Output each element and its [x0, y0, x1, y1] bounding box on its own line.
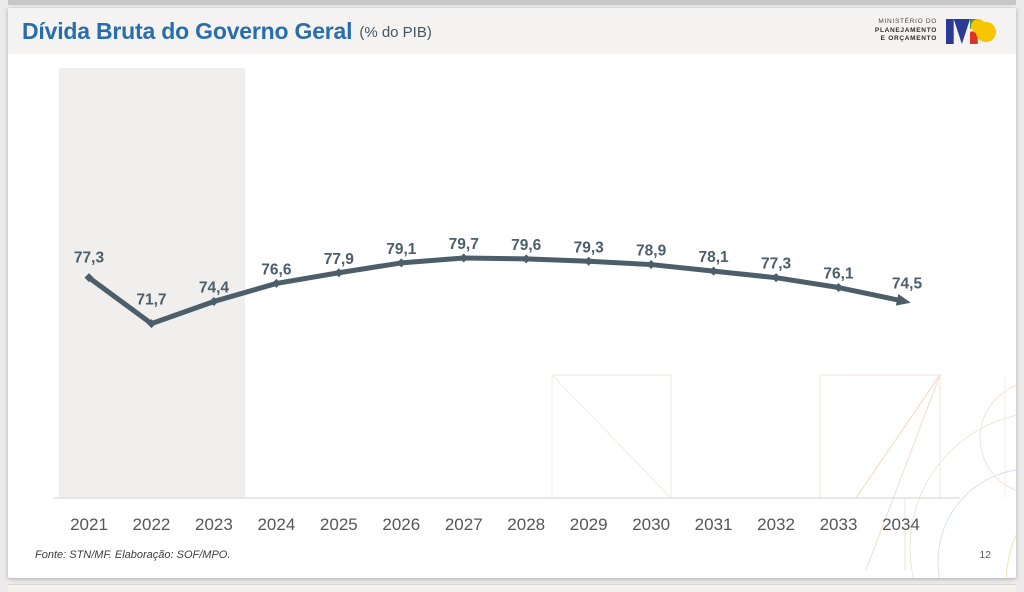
x-axis-label: 2026 — [382, 515, 420, 534]
data-labels: 77,3 71,7 74,4 76,6 77,9 79,1 79,7 79,6 79,3 78,9… — [74, 236, 923, 309]
page-title: Dívida Bruta do Governo Geral — [22, 17, 353, 44]
diamond-marker — [209, 296, 219, 306]
shaded-band — [58, 68, 246, 498]
x-axis-label: 2023 — [195, 515, 233, 534]
data-label: 79,3 — [574, 239, 605, 256]
x-axis-label: 2021 — [70, 515, 108, 534]
x-axis-label: 2032 — [757, 515, 795, 534]
x-axis-label: 2028 — [507, 515, 545, 534]
x-axis-label: 2027 — [445, 515, 483, 534]
data-label: 74,5 — [892, 276, 923, 293]
chart-svg: 2021 2022 2023 2024 2025 2026 2027 2028 2029 2030… — [54, 68, 960, 534]
data-label: 79,1 — [386, 241, 417, 258]
x-axis-label: 2022 — [133, 515, 171, 534]
x-axis-label: 2030 — [632, 515, 670, 534]
x-axis-label: 2029 — [570, 515, 608, 534]
x-axis-label: 2033 — [820, 515, 858, 534]
data-label: 77,9 — [324, 251, 355, 268]
data-label: 78,9 — [636, 243, 667, 260]
diamond-marker — [521, 254, 531, 264]
point-markers — [84, 253, 911, 329]
page-number: 12 — [979, 549, 991, 561]
diamond-marker — [334, 268, 344, 278]
data-label: 79,7 — [449, 236, 479, 253]
debt-line-chart: 2021 2022 2023 2024 2025 2026 2027 2028 2029 2030… — [8, 8, 1016, 578]
data-label: 77,3 — [761, 256, 792, 273]
ministry-logo: MINISTÉRIO DO PLANEJAMENTO E ORÇAMENTO — [875, 17, 996, 46]
next-slide-edge — [8, 584, 1016, 592]
x-axis-labels: 2021 2022 2023 2024 2025 2026 2027 2028 2029 2030… — [70, 515, 920, 534]
page-subtitle: (% do PIB) — [359, 23, 432, 41]
diamond-marker — [834, 283, 844, 293]
data-label: 76,1 — [823, 266, 854, 283]
mpo-logo-icon — [946, 18, 996, 44]
title-bar: Dívida Bruta do Governo Geral (% do PIB)… — [8, 8, 1016, 54]
diamond-marker — [84, 273, 94, 283]
diamond-marker — [646, 260, 656, 270]
diamond-marker — [709, 266, 719, 276]
ministry-logo-text: MINISTÉRIO DO PLANEJAMENTO E ORÇAMENTO — [874, 18, 937, 43]
x-axis-label: 2034 — [882, 515, 920, 534]
diamond-marker — [146, 319, 156, 329]
data-label: 79,6 — [511, 237, 542, 254]
data-label: 77,3 — [74, 250, 105, 267]
x-axis-label: 2031 — [695, 515, 733, 534]
previous-slide-edge — [8, 0, 1016, 5]
diamond-marker — [771, 273, 781, 283]
data-label: 74,4 — [199, 279, 230, 296]
data-label: 78,1 — [699, 249, 730, 266]
diamond-marker — [584, 256, 594, 266]
source-note: Fonte: STN/MF. Elaboração: SOF/MPO. — [35, 549, 231, 561]
diamond-marker — [459, 253, 469, 263]
x-axis-label: 2024 — [257, 515, 295, 534]
diamond-marker — [396, 258, 406, 268]
data-label: 76,6 — [261, 261, 292, 278]
data-label: 71,7 — [136, 292, 166, 309]
slide: Dívida Bruta do Governo Geral (% do PIB)… — [8, 8, 1016, 578]
series-line — [86, 255, 904, 327]
diamond-marker — [271, 278, 281, 288]
x-axis-label: 2025 — [320, 515, 358, 534]
end-arrow-marker — [895, 293, 911, 306]
